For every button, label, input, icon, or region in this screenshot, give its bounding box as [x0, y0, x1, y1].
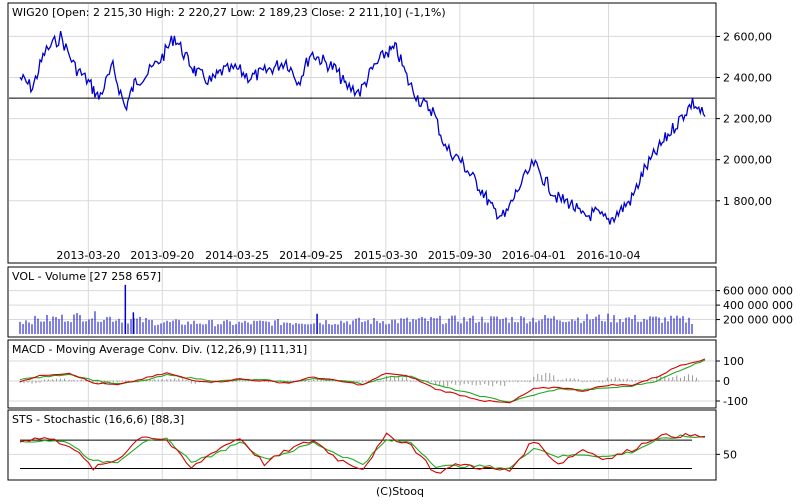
price-panel-title: WIG20 [Open: 2 215,30 High: 2 220,27 Low…: [12, 6, 446, 19]
volume-panel-title: VOL - Volume [27 258 657]: [12, 270, 161, 283]
volume-series: [19, 284, 693, 334]
axis-labels: 2013-03-20 2013-09-20 2014-03-25 2014-09-25…: [56, 30, 793, 461]
y-tick-label: 200 000 000: [723, 314, 793, 327]
y-tick-label: 2 200,00: [723, 113, 772, 126]
y-tick-label: 2 400,00: [723, 72, 772, 85]
grid-layer: [9, 4, 715, 479]
y-tick-label: 2 600,00: [723, 30, 772, 43]
stochastic-panel-title: STS - Stochastic (16,6,6) [88,3]: [12, 413, 184, 426]
x-tick-label: 2016-04-01: [502, 249, 566, 262]
y-tick-label: 50: [723, 448, 737, 461]
macd-line: [19, 358, 706, 404]
x-tick-label: 2014-03-25: [205, 249, 269, 262]
footer-credit: (C)Stooq: [376, 485, 424, 498]
y-tick-label: 600 000 000: [723, 285, 793, 298]
y-tick-label: 2 000,00: [723, 154, 772, 167]
macd-panel-frame: [7, 339, 717, 409]
stochastic-slow-line: [19, 434, 706, 470]
x-tick-label: 2013-09-20: [130, 249, 194, 262]
x-tick-label: 2013-03-20: [56, 249, 120, 262]
price-line: [19, 30, 706, 225]
y-tick-label: -100: [723, 395, 748, 408]
y-tick-label: 0: [723, 375, 730, 388]
stochastic-fast-line: [19, 432, 706, 474]
macd-series: [19, 358, 706, 404]
price-series: [19, 30, 706, 225]
price-panel-frame: [7, 2, 717, 264]
y-tick-label: 1 800,00: [723, 195, 772, 208]
x-tick-label: 2016-10-04: [577, 249, 641, 262]
y-tick-label: 100: [723, 355, 744, 368]
stochastic-series: [19, 432, 706, 474]
x-tick-label: 2015-09-30: [428, 249, 492, 262]
y-tick-label: 400 000 000: [723, 299, 793, 312]
x-tick-label: 2015-03-30: [354, 249, 418, 262]
x-tick-label: 2014-09-25: [279, 249, 343, 262]
macd-panel-title: MACD - Moving Average Conv. Div. (12,26,…: [12, 343, 307, 356]
